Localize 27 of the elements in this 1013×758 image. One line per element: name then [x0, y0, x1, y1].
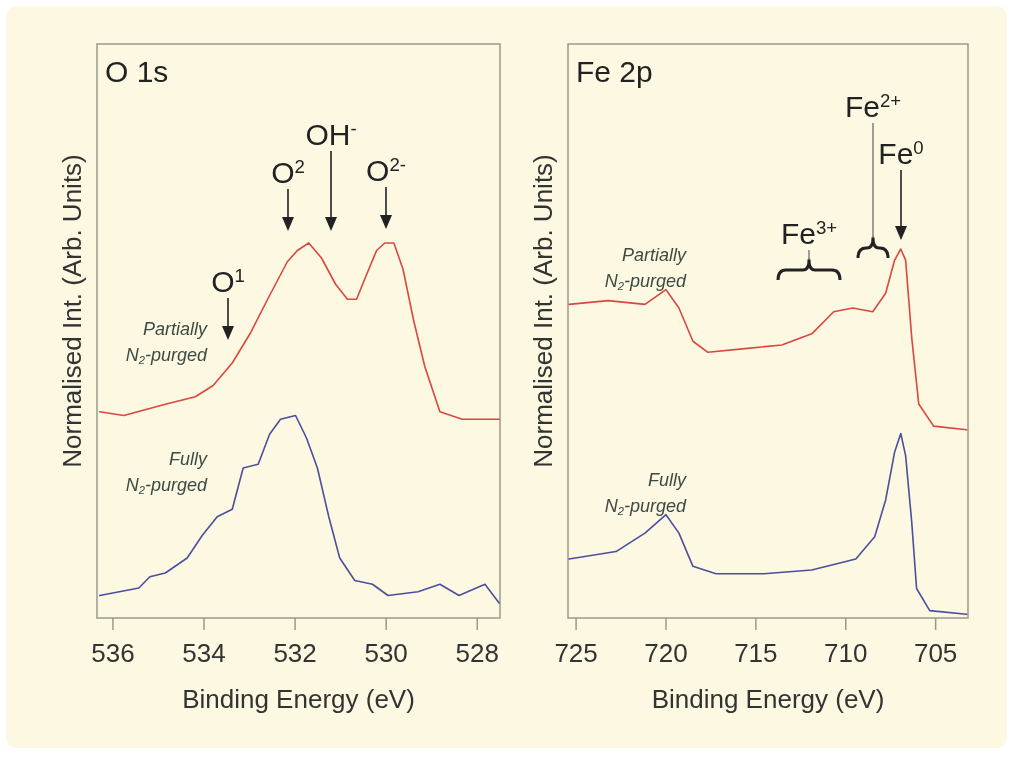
x-tick-label: 715 [734, 638, 778, 668]
x-tick-label: 536 [91, 638, 135, 668]
y-axis-title: Normalised Int. (Arb. Units) [57, 154, 87, 468]
y-axis-title: Normalised Int. (Arb. Units) [528, 154, 558, 468]
x-tick-label: 532 [273, 638, 317, 668]
x-tick-label: 710 [824, 638, 868, 668]
series-label: Partially N$_{2}$-purged [125, 319, 208, 367]
x-tick-label: 528 [455, 638, 499, 668]
text: OH$^{-}$ [305, 117, 357, 151]
chart-title: Fe 2p [576, 55, 653, 88]
annotation: O$^{1}$ [211, 264, 245, 298]
chart-title: O 1s [105, 55, 169, 88]
x-tick-label: 725 [554, 638, 598, 668]
text: O$^{2-}$ [366, 153, 406, 187]
text: O$^{2}$ [271, 155, 305, 189]
series-label: Partially N$_{2}$-purged [604, 244, 687, 292]
text: Fully N$_{2}$-purged [125, 449, 207, 497]
x-tick-label: 705 [913, 638, 958, 668]
x-tick-label: 534 [182, 638, 226, 668]
x-axis-title: Binding Energy (eV) [182, 684, 415, 714]
text: Fe$^{2+}$ [844, 89, 902, 123]
x-tick-label: 530 [364, 638, 408, 668]
x-axis-title: Binding Energy (eV) [651, 684, 885, 714]
text: Fe$^{0}$ [878, 136, 924, 170]
annotation: Fe$^{3+}$ [780, 216, 838, 250]
text: Fully N$_{2}$-purged [604, 469, 686, 517]
x-tick-label: 720 [644, 638, 688, 668]
